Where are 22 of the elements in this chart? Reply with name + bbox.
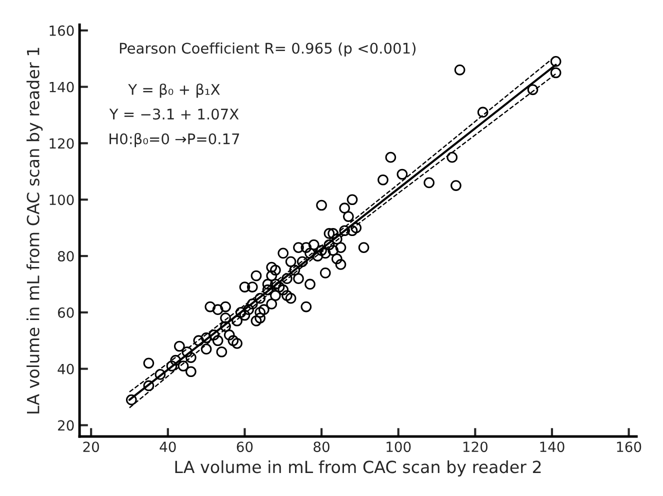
x-tick-label: 140 (540, 442, 564, 452)
x-tick-label: 120 (463, 442, 488, 452)
x-tick-label: 80 (314, 442, 330, 452)
x-tick-label: 20 (83, 442, 99, 452)
x-tick-label: 40 (160, 442, 176, 452)
y-tick-label: 60 (58, 307, 74, 318)
y-tick-label: 40 (58, 364, 74, 374)
y-tick-label: 100 (50, 194, 74, 206)
annotation: Pearson Coefficient R= 0.965 (p <0.001) (120, 42, 416, 57)
y-tick-label: 20 (58, 420, 74, 431)
annotation: Y = −3.1 + 1.07X (109, 108, 239, 120)
x-tick-label: 100 (386, 442, 411, 452)
x-tick-label: 160 (617, 442, 642, 452)
y-axis-title: LA volume in mL from CAC scan by reader 1 (26, 48, 43, 414)
x-tick-label: 60 (236, 442, 253, 452)
y-tick-label: 120 (50, 138, 74, 149)
y-tick-label: 80 (58, 250, 74, 262)
y-tick-label: 140 (50, 82, 74, 92)
annotation: H0:β₀=0 →P=0.17 (110, 132, 240, 148)
annotation: Y = β₀ + β₁X (128, 84, 220, 98)
x-axis-title: LA volume in mL from CAC scan by reader 2 (175, 460, 541, 476)
y-tick-label: 160 (50, 25, 74, 36)
